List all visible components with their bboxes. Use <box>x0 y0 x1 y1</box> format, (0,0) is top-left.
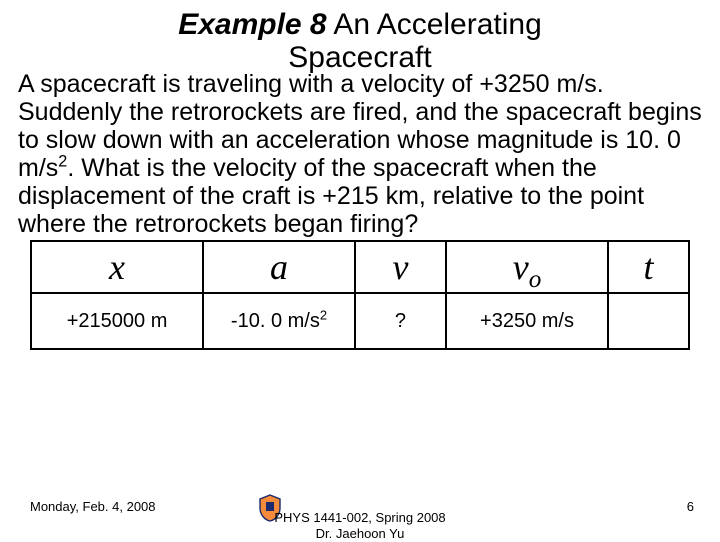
kinematics-table: x a v vo t +215000 m -10. 0 m/s2 ? +3250… <box>30 240 690 350</box>
slide-title: Example 8 An AcceleratingSpacecraft <box>18 8 702 74</box>
example-label: Example 8 <box>178 8 326 41</box>
col-header-t: t <box>608 241 689 293</box>
problem-text: A spacecraft is traveling with a velocit… <box>18 70 702 238</box>
table-value-row: +215000 m -10. 0 m/s2 ? +3250 m/s <box>31 293 689 349</box>
footer-course-line2: Dr. Jaehoon Yu <box>316 526 405 541</box>
col-header-vo: vo <box>446 241 608 293</box>
table-header-row: x a v vo t <box>31 241 689 293</box>
cell-vo: +3250 m/s <box>446 293 608 349</box>
example-name: An AcceleratingSpacecraft <box>288 8 542 74</box>
col-header-x: x <box>31 241 203 293</box>
footer-course: PHYS 1441-002, Spring 2008 Dr. Jaehoon Y… <box>0 510 720 541</box>
cell-x: +215000 m <box>31 293 203 349</box>
footer-course-line1: PHYS 1441-002, Spring 2008 <box>274 510 445 525</box>
cell-v: ? <box>355 293 446 349</box>
col-header-a: a <box>203 241 355 293</box>
cell-t <box>608 293 689 349</box>
cell-a: -10. 0 m/s2 <box>203 293 355 349</box>
col-header-v: v <box>355 241 446 293</box>
footer-page-number: 6 <box>687 499 694 514</box>
